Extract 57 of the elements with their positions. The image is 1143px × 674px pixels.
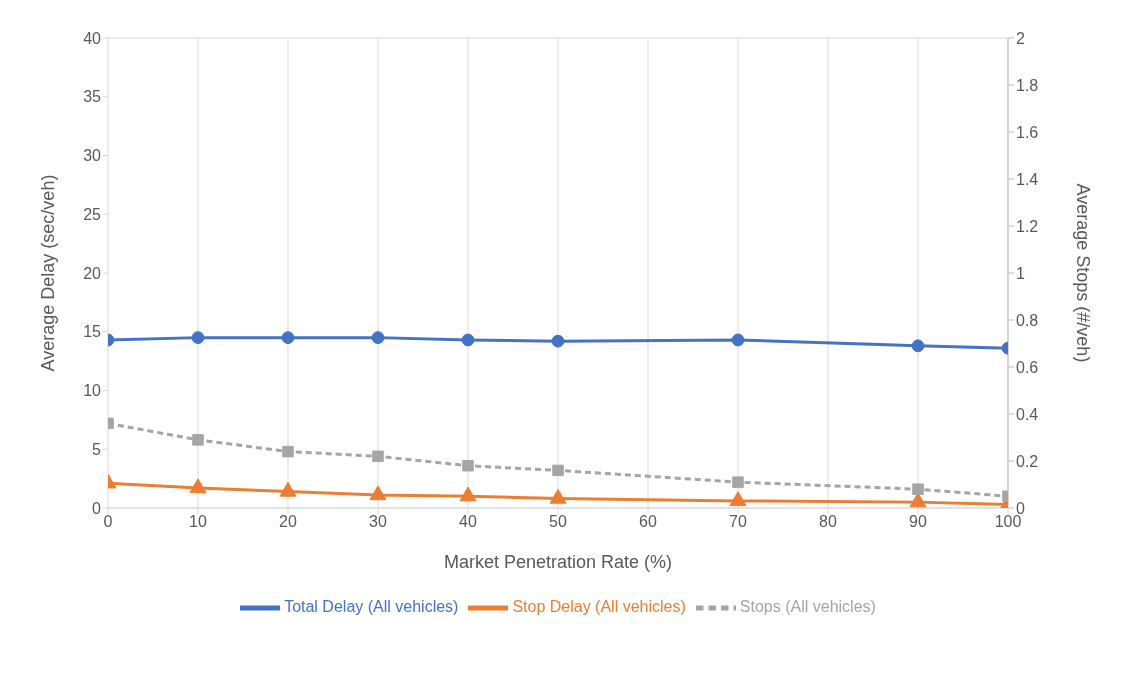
point (911, 339, 925, 353)
y2-tick-label: 2 (1016, 29, 1025, 47)
point (731, 333, 745, 347)
x-tick-label: 40 (459, 513, 477, 531)
y2-tick-label: 1.4 (1016, 170, 1039, 188)
y2-tick-label: 0.8 (1016, 311, 1039, 329)
y-axis-title: Average Delay (sec/veh) (38, 174, 59, 372)
point (189, 478, 207, 494)
point (282, 445, 294, 458)
y2-tick-label: 1 (1016, 264, 1025, 282)
point (461, 333, 475, 347)
y2-tick-label: 1.2 (1016, 217, 1039, 235)
point (281, 331, 295, 345)
x-tick-label: 20 (279, 513, 297, 531)
point (729, 491, 747, 507)
point (371, 331, 385, 345)
point (732, 476, 744, 488)
x-tick-label: 0 (103, 513, 113, 531)
point (369, 485, 387, 501)
x-tick-label: 30 (369, 513, 387, 531)
y2-tick-label: 0.2 (1016, 452, 1039, 470)
x-axis-title: Market Penetration Rate (%) (443, 552, 673, 572)
legend-label: Stops (All vehicles) (739, 598, 876, 616)
y2-tick-label: 0.6 (1016, 358, 1039, 376)
y-tick-label: 20 (83, 264, 102, 282)
x-tick-label: 50 (549, 513, 567, 531)
x-tick-label: 60 (639, 513, 657, 531)
point (909, 492, 927, 508)
point (372, 450, 384, 463)
x-tick-label: 90 (909, 513, 927, 531)
y-tick-label: 25 (83, 205, 102, 223)
y2-tick-label: 1.8 (1016, 76, 1039, 94)
x-tick-label: 100 (994, 513, 1022, 531)
y-tick-label: 35 (83, 88, 102, 106)
y2-tick-label: 1.6 (1016, 123, 1039, 141)
x-tick-label: 80 (819, 513, 837, 531)
legend-label: Stop Delay (All vehicles) (512, 598, 686, 616)
legend-label: Total Delay (All vehicles) (284, 598, 459, 616)
y-tick-label: 15 (83, 323, 102, 341)
point (551, 334, 565, 348)
x-tick-label: 70 (729, 513, 747, 531)
point (552, 464, 564, 477)
point (549, 488, 567, 504)
y-tick-label: 5 (92, 440, 102, 458)
y-tick-label: 0 (92, 499, 102, 517)
y-tick-label: 30 (83, 147, 102, 165)
y2-axis-title: Average Stops (#/veh) (1072, 183, 1093, 363)
point (191, 331, 205, 345)
y-tick-label: 40 (83, 29, 102, 47)
y-tick-label: 10 (83, 382, 102, 400)
point (279, 481, 297, 497)
point (192, 434, 204, 446)
point (462, 459, 474, 472)
y2-tick-label: 0.4 (1016, 405, 1039, 423)
point (459, 486, 477, 502)
point (912, 483, 924, 495)
x-tick-label: 10 (189, 513, 207, 531)
